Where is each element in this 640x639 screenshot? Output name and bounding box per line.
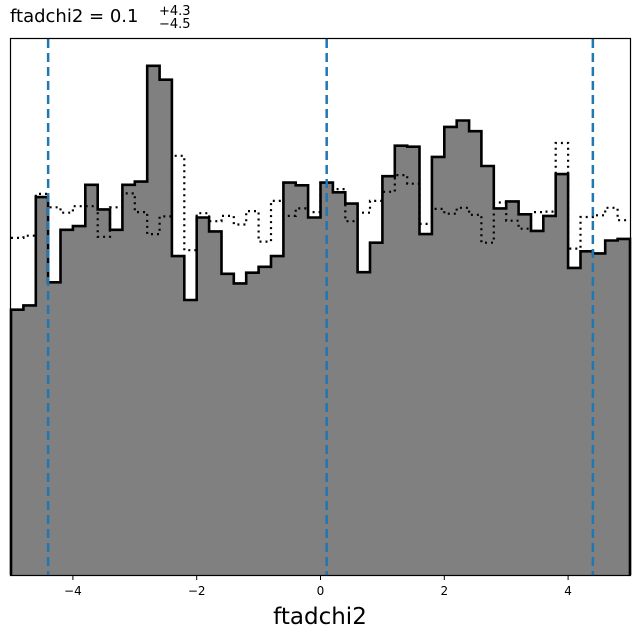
histogram-bar	[345, 203, 359, 575]
histogram-outline	[9, 64, 632, 575]
histogram-bar	[221, 273, 235, 575]
histogram-bar	[617, 238, 631, 576]
histogram-bar	[295, 185, 309, 575]
histogram-bar	[605, 240, 619, 575]
histogram-bar	[147, 65, 161, 576]
plot-area	[9, 39, 632, 576]
histogram-bar	[382, 176, 396, 575]
title-upper-error: +4.3	[159, 4, 191, 19]
histogram-bar	[357, 272, 371, 575]
histogram-bar	[580, 251, 594, 576]
histogram-bar	[469, 131, 483, 575]
histogram-bar	[233, 283, 247, 575]
histogram-bar	[246, 272, 260, 575]
histogram-bar	[209, 231, 223, 575]
histogram-bar	[23, 305, 37, 575]
histogram-bar	[493, 208, 507, 575]
histogram-bar	[481, 166, 495, 576]
histogram-bar	[48, 282, 62, 575]
histogram-bar	[184, 300, 198, 575]
histogram-bar	[85, 184, 99, 576]
histogram-bar	[407, 146, 421, 575]
histogram-bar	[555, 174, 569, 575]
x-tick-label: −2	[188, 584, 206, 598]
histogram-bar	[11, 309, 24, 575]
histogram-bar	[35, 197, 49, 575]
title-prefix: ftadchi2 =	[10, 6, 110, 27]
histogram-bar	[444, 126, 458, 576]
histogram-bar	[97, 209, 111, 575]
histogram-bar	[419, 234, 433, 575]
x-axis: −4 −2 0 2 4	[64, 575, 572, 598]
histogram-bar	[122, 184, 136, 576]
title-lower-error: −4.5	[159, 17, 191, 32]
histogram-bar	[530, 230, 544, 575]
histogram-bar	[308, 217, 322, 575]
histogram-bar	[506, 201, 520, 575]
histogram-bar	[518, 214, 532, 575]
histogram-bar	[568, 267, 582, 575]
histogram-bar	[171, 256, 185, 575]
histogram-bar	[592, 253, 606, 575]
histogram-bar	[72, 226, 86, 575]
histogram-bar	[370, 242, 383, 575]
histogram-bar	[110, 229, 124, 576]
chart-title: ftadchi2 = 0.1	[10, 6, 138, 27]
histogram-bar	[270, 256, 284, 575]
histogram-bar	[332, 192, 346, 575]
histogram-bar	[431, 156, 445, 576]
x-tick-label: 4	[564, 584, 572, 598]
histogram-bar	[543, 215, 557, 575]
title-median-value: 0.1	[110, 6, 139, 27]
histogram-bar	[283, 182, 297, 575]
histogram-bar	[258, 266, 272, 575]
histogram-bar	[196, 217, 210, 575]
x-tick-label: −4	[64, 584, 82, 598]
histogram-bar	[159, 79, 173, 576]
histogram-bar	[456, 120, 470, 576]
x-tick-label: 0	[317, 584, 325, 598]
histogram-bar	[134, 181, 148, 576]
histogram-bar	[60, 229, 74, 576]
histogram-bar	[394, 145, 408, 575]
x-tick-label: 2	[440, 584, 448, 598]
x-axis-label: ftadchi2	[273, 604, 367, 630]
